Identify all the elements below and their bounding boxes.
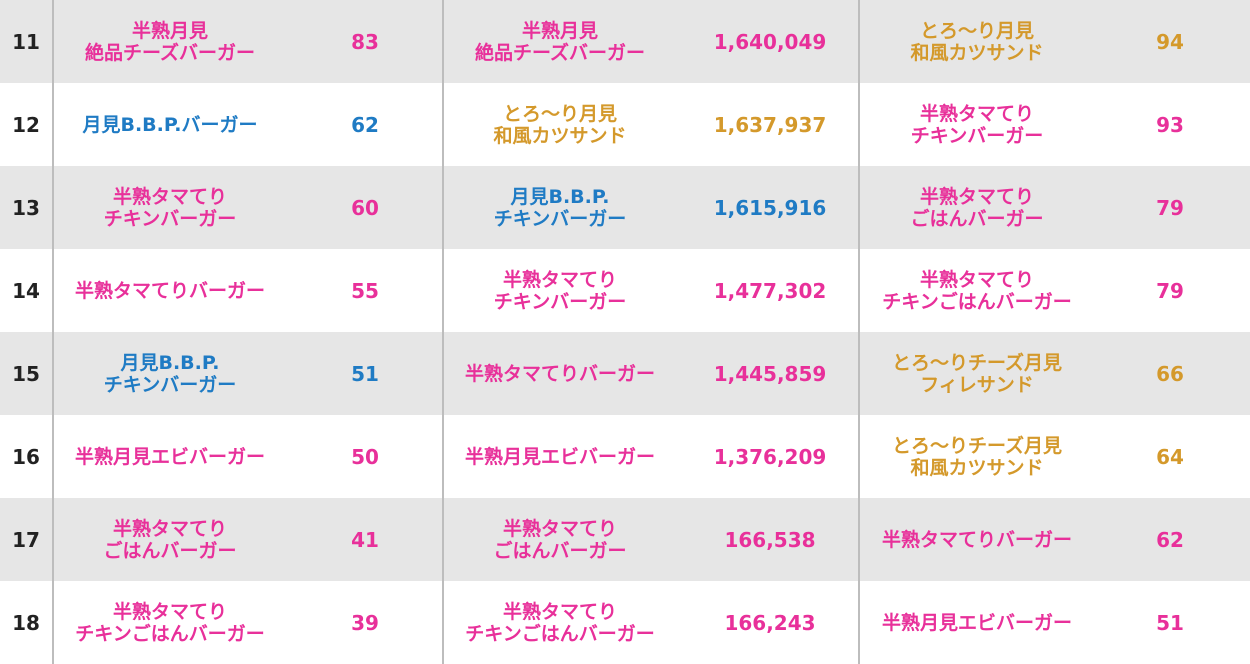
col2-value-cell: 1,445,859 bbox=[713, 361, 827, 386]
table-row: 12 月見B.B.P.バーガー 62 とろ～り月見 和風カツサンド 1,637,… bbox=[0, 83, 1250, 166]
col1-name-cell: 半熟タマてりバーガー bbox=[74, 279, 265, 302]
col1-value-cell: 60 bbox=[351, 195, 379, 220]
rank-cell: 14 bbox=[12, 278, 40, 303]
col2-name-cell: 月見B.B.P. チキンバーガー bbox=[493, 185, 627, 230]
col3-value-cell: 79 bbox=[1156, 195, 1184, 220]
col3-value-cell: 93 bbox=[1156, 112, 1184, 137]
col3-name-cell: とろ～りチーズ月見 フィレサンド bbox=[891, 351, 1063, 396]
table-row: 14 半熟タマてりバーガー 55 半熟タマてり チキンバーガー 1,477,30… bbox=[0, 249, 1250, 332]
col2-name-cell: 半熟タマてり チキンごはんバーガー bbox=[465, 600, 655, 645]
rank-cell: 15 bbox=[12, 361, 40, 386]
col3-name-cell: 半熟月見エビバーガー bbox=[881, 611, 1072, 634]
rank-cell: 12 bbox=[12, 112, 40, 137]
table-row: 11 半熟月見 絶品チーズバーガー 83 半熟月見 絶品チーズバーガー 1,64… bbox=[0, 0, 1250, 83]
col3-name-cell: 半熟タマてり チキンバーガー bbox=[910, 102, 1044, 147]
col3-name-cell: 半熟タマてり チキンごはんバーガー bbox=[882, 268, 1072, 313]
col1-name-cell: 半熟月見エビバーガー bbox=[74, 445, 265, 468]
rank-cell: 17 bbox=[12, 527, 40, 552]
table-row: 18 半熟タマてり チキンごはんバーガー 39 半熟タマてり チキンごはんバーガ… bbox=[0, 581, 1250, 664]
col3-value-cell: 79 bbox=[1156, 278, 1184, 303]
col2-value-cell: 1,376,209 bbox=[713, 444, 827, 469]
col2-value-cell: 1,477,302 bbox=[713, 278, 827, 303]
col3-name-cell: とろ～り月見 和風カツサンド bbox=[910, 19, 1044, 64]
col3-name-cell: とろ～りチーズ月見 和風カツサンド bbox=[891, 434, 1063, 479]
table-row: 13 半熟タマてり チキンバーガー 60 月見B.B.P. チキンバーガー 1,… bbox=[0, 166, 1250, 249]
col3-value-cell: 64 bbox=[1156, 444, 1184, 469]
col2-name-cell: 半熟月見 絶品チーズバーガー bbox=[474, 19, 646, 64]
col1-value-cell: 55 bbox=[351, 278, 379, 303]
col1-name-cell: 半熟タマてり チキンごはんバーガー bbox=[75, 600, 265, 645]
column-divider bbox=[52, 0, 54, 664]
col1-value-cell: 51 bbox=[351, 361, 379, 386]
table-row: 16 半熟月見エビバーガー 50 半熟月見エビバーガー 1,376,209 とろ… bbox=[0, 415, 1250, 498]
col2-value-cell: 1,640,049 bbox=[713, 29, 827, 54]
rank-cell: 11 bbox=[12, 29, 40, 54]
col2-name-cell: とろ～り月見 和風カツサンド bbox=[493, 102, 627, 147]
col2-name-cell: 半熟タマてり チキンバーガー bbox=[493, 268, 627, 313]
col1-value-cell: 83 bbox=[351, 29, 379, 54]
table-row: 15 月見B.B.P. チキンバーガー 51 半熟タマてりバーガー 1,445,… bbox=[0, 332, 1250, 415]
rank-cell: 18 bbox=[12, 610, 40, 635]
column-divider bbox=[442, 0, 444, 664]
col2-value-cell: 166,243 bbox=[724, 610, 816, 635]
col2-value-cell: 166,538 bbox=[724, 527, 816, 552]
col1-name-cell: 半熟月見 絶品チーズバーガー bbox=[84, 19, 256, 64]
col1-name-cell: 月見B.B.P. チキンバーガー bbox=[103, 351, 237, 396]
col1-name-cell: 半熟タマてり ごはんバーガー bbox=[103, 517, 237, 562]
col2-name-cell: 半熟タマてり ごはんバーガー bbox=[493, 517, 627, 562]
col3-value-cell: 51 bbox=[1156, 610, 1184, 635]
col2-value-cell: 1,615,916 bbox=[713, 195, 827, 220]
col1-value-cell: 50 bbox=[351, 444, 379, 469]
col3-name-cell: 半熟タマてりバーガー bbox=[881, 528, 1072, 551]
col3-value-cell: 66 bbox=[1156, 361, 1184, 386]
rank-cell: 13 bbox=[12, 195, 40, 220]
table-row: 17 半熟タマてり ごはんバーガー 41 半熟タマてり ごはんバーガー 166,… bbox=[0, 498, 1250, 581]
col3-value-cell: 94 bbox=[1156, 29, 1184, 54]
col1-value-cell: 41 bbox=[351, 527, 379, 552]
col1-name-cell: 半熟タマてり チキンバーガー bbox=[103, 185, 237, 230]
col1-name-cell: 月見B.B.P.バーガー bbox=[82, 113, 258, 136]
rank-cell: 16 bbox=[12, 444, 40, 469]
col1-value-cell: 39 bbox=[351, 610, 379, 635]
col2-name-cell: 半熟タマてりバーガー bbox=[464, 362, 655, 385]
col2-value-cell: 1,637,937 bbox=[713, 112, 827, 137]
col3-value-cell: 62 bbox=[1156, 527, 1184, 552]
col2-name-cell: 半熟月見エビバーガー bbox=[464, 445, 655, 468]
column-divider bbox=[858, 0, 860, 664]
col1-value-cell: 62 bbox=[351, 112, 379, 137]
col3-name-cell: 半熟タマてり ごはんバーガー bbox=[910, 185, 1044, 230]
